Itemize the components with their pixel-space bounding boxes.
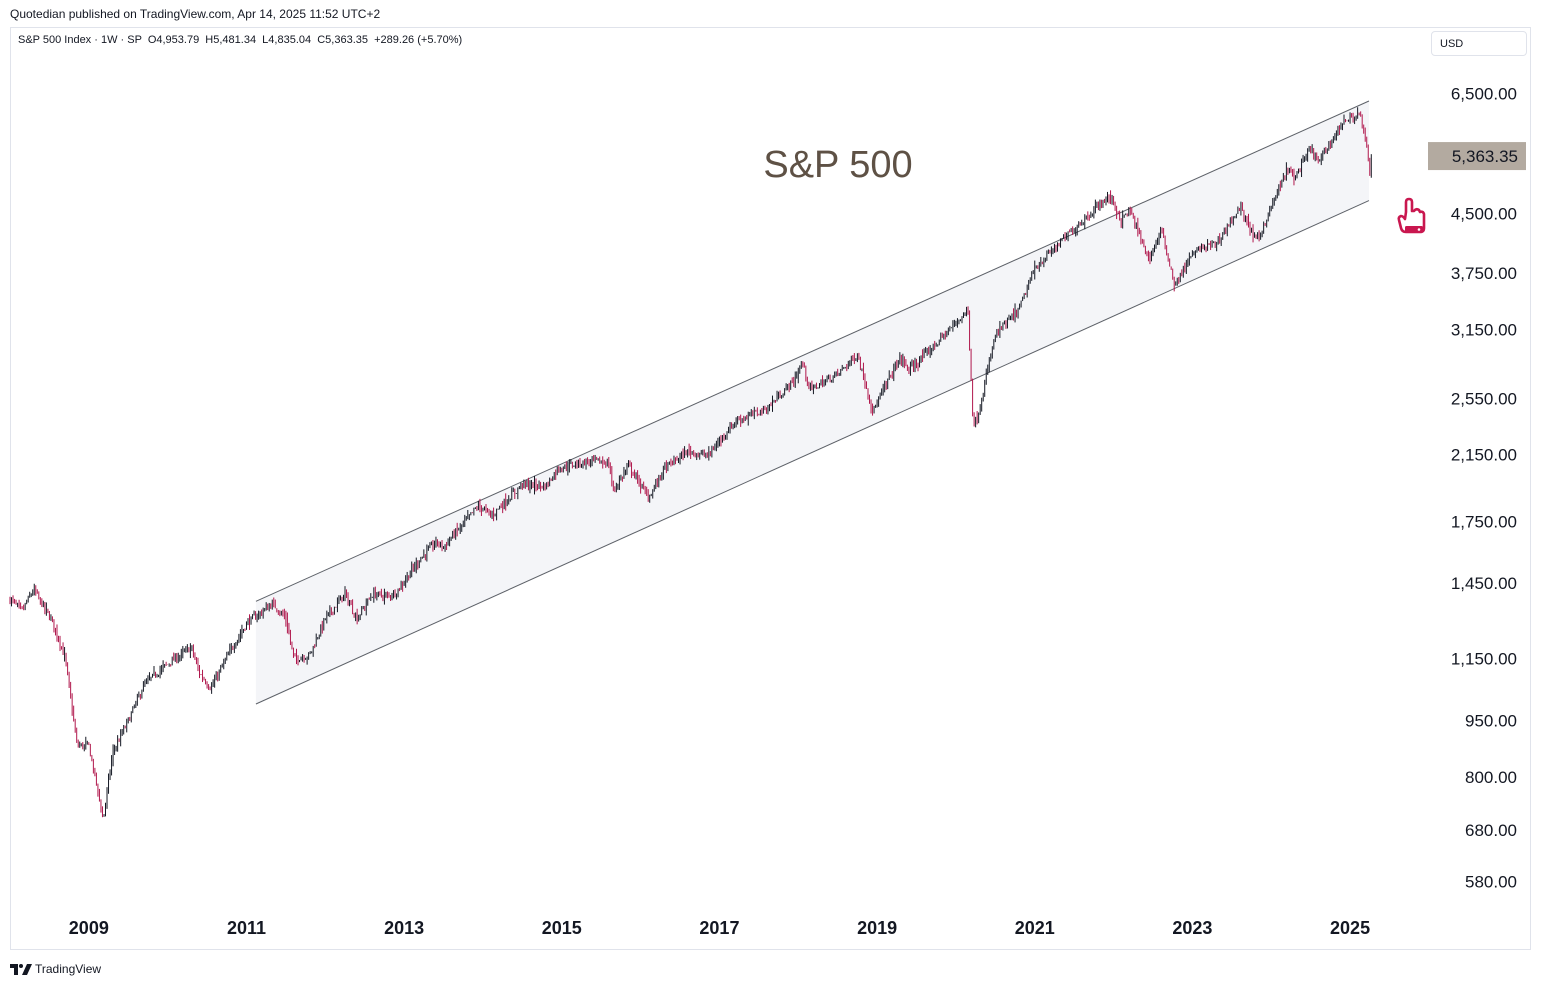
time-tick-label: 2015 (542, 918, 582, 938)
time-tick-label: 2017 (699, 918, 739, 938)
price-tick-label: 4,500.00 (1451, 204, 1517, 223)
last-price-label: 5,363.35 (1452, 147, 1518, 166)
price-tick-label: 3,750.00 (1451, 264, 1517, 283)
price-tick-label: 3,150.00 (1451, 321, 1517, 340)
published-header: Quotedian published on TradingView.com, … (10, 7, 381, 21)
price-tick-label: 680.00 (1465, 821, 1517, 840)
price-tick-label: 1,150.00 (1451, 649, 1517, 668)
price-axis: 6,500.00 4,500.00 3,750.00 3,150.00 2,550.00… (1428, 84, 1526, 892)
time-tick-label: 2011 (227, 918, 266, 938)
chart-frame (10, 27, 1531, 950)
time-axis: 2009 2011 2013 2015 2017 2019 2021 2023 2025 (69, 918, 1370, 938)
tradingview-logo-icon (10, 963, 32, 975)
channel-upper-line (255, 100, 1370, 602)
price-tick-label: 6,500.00 (1451, 84, 1517, 103)
time-tick-label: 2025 (1330, 918, 1370, 938)
time-tick-label: 2009 (69, 918, 109, 938)
footer-brand[interactable]: TradingView (10, 959, 101, 979)
time-tick-label: 2023 (1172, 918, 1212, 938)
price-tick-label: 1,750.00 (1451, 512, 1517, 531)
candles-layer (9, 107, 1372, 818)
time-tick-label: 2021 (1015, 918, 1055, 938)
channel-lower-line (255, 200, 1370, 705)
time-tick-label: 2019 (857, 918, 897, 938)
currency-selector[interactable]: USD (1431, 31, 1527, 56)
channel-layer (255, 100, 1370, 705)
channel-fill (255, 100, 1369, 704)
chart-title: S&P 500 (763, 144, 912, 186)
price-tick-label: 2,150.00 (1451, 445, 1517, 464)
footer-brand-label: TradingView (35, 962, 102, 976)
price-tick-label: 580.00 (1465, 873, 1517, 892)
time-tick-label: 2013 (384, 918, 424, 938)
price-tick-label: 950.00 (1465, 712, 1517, 731)
price-tick-label: 2,550.00 (1451, 390, 1517, 409)
last-price-badge (1428, 142, 1526, 171)
pointing-hand-icon (1397, 197, 1426, 234)
price-tick-label: 1,450.00 (1451, 574, 1517, 593)
price-tick-label: 800.00 (1465, 768, 1517, 787)
symbol-legend: S&P 500 Index · 1W · SP O4,953.79 H5,481… (18, 34, 463, 46)
